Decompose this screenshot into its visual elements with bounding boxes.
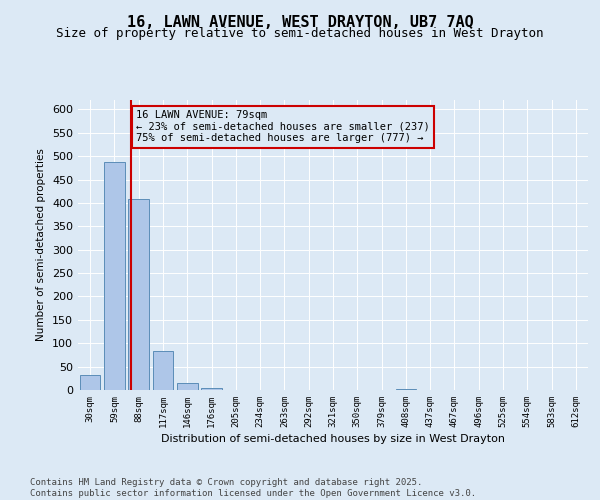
Bar [152, 351, 173, 390]
Text: Size of property relative to semi-detached houses in West Drayton: Size of property relative to semi-detach… [56, 28, 544, 40]
Text: 16 LAWN AVENUE: 79sqm
← 23% of semi-detached houses are smaller (237)
75% of sem: 16 LAWN AVENUE: 79sqm ← 23% of semi-deta… [136, 110, 430, 144]
Bar [104, 162, 125, 390]
Bar [128, 199, 149, 390]
X-axis label: Distribution of semi-detached houses by size in West Drayton: Distribution of semi-detached houses by … [161, 434, 505, 444]
Bar [177, 384, 197, 390]
Bar [80, 375, 100, 390]
Y-axis label: Number of semi-detached properties: Number of semi-detached properties [37, 148, 46, 342]
Text: 16, LAWN AVENUE, WEST DRAYTON, UB7 7AQ: 16, LAWN AVENUE, WEST DRAYTON, UB7 7AQ [127, 15, 473, 30]
Text: Contains HM Land Registry data © Crown copyright and database right 2025.
Contai: Contains HM Land Registry data © Crown c… [30, 478, 476, 498]
Bar [201, 388, 222, 390]
Bar [395, 389, 416, 390]
